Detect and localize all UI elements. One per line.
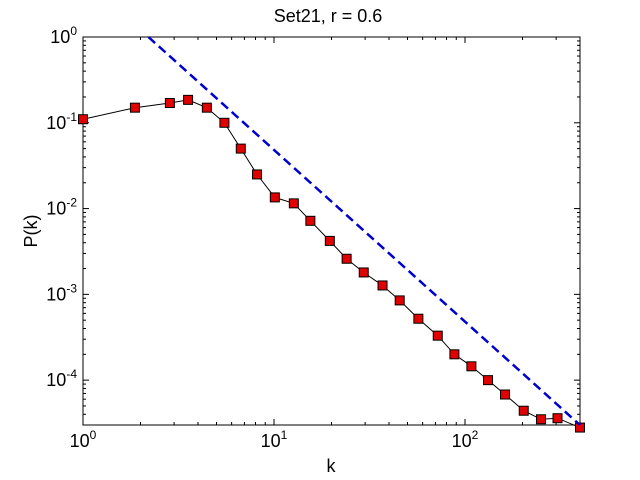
chart-title: Set21, r = 0.6 [274,6,383,26]
x-tick-label: 101 [261,428,288,451]
series-0-point [341,253,352,264]
series-0-point [483,375,494,386]
series-1-dashed-line [147,36,581,426]
y-tick-base: 10 [46,113,66,133]
series-0-point [536,414,547,425]
y-tick-label: 10-2 [46,196,77,219]
y-tick-base: 10 [46,199,66,219]
y-axis-title: P(k) [21,215,41,248]
series-0-point [252,169,263,180]
x-tick-exponent: 2 [472,428,479,442]
series-0-point [324,235,335,246]
y-tick-label: 10-3 [46,281,77,304]
x-tick-base: 10 [261,431,281,451]
x-tick-label: 100 [70,428,97,451]
y-tick-exponent: -3 [66,281,77,295]
series-0-point [164,98,175,109]
y-tick-exponent: -1 [66,110,77,124]
series-layer [78,36,585,433]
y-tick-exponent: -4 [66,367,77,381]
series-0-point [201,102,212,113]
x-tick-exponent: 0 [90,428,97,442]
series-0-point [377,280,388,291]
series-0-point [129,102,140,113]
series-0-point [235,143,246,154]
series-0-point [518,405,529,416]
series-0-point [183,94,194,105]
y-tick-label: 10-4 [46,367,77,390]
x-tick-base: 10 [70,431,90,451]
plot-area [82,36,581,426]
y-tick-base: 10 [46,370,66,390]
series-0-point [358,267,369,278]
x-tick-exponent: 1 [281,428,288,442]
series-0-point [288,198,299,209]
series-0-point [575,422,585,433]
y-tick-exponent: 0 [70,24,77,38]
series-0-point [305,215,316,226]
y-tick-label: 100 [50,24,77,47]
series-0-point [466,361,477,372]
series-0-point [394,295,405,306]
series-0-point [78,114,88,125]
x-axis-title: k [327,456,337,476]
series-0-point [219,117,230,128]
x-tick-label: 102 [452,428,479,451]
y-tick-base: 10 [46,284,66,304]
x-tick-base: 10 [452,431,472,451]
series-0-point [432,330,443,341]
series-0-point [552,413,563,424]
series-0-point [500,389,511,400]
series-0-point [449,349,460,360]
series-0-point [413,313,424,324]
y-tick-base: 10 [50,27,70,47]
y-tick-label: 10-1 [46,110,77,133]
series-0-point [269,192,280,203]
y-tick-exponent: -2 [66,196,77,210]
